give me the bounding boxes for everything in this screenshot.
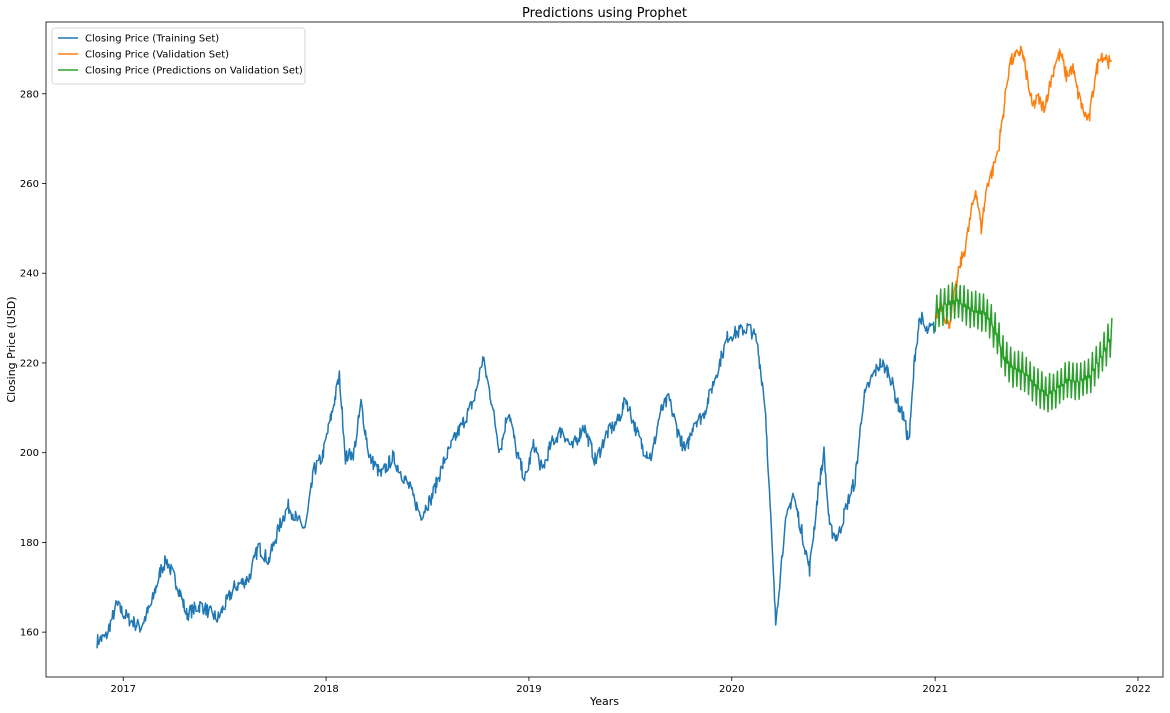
legend-entry: Closing Price (Predictions on Validation… bbox=[85, 66, 303, 77]
plot-area bbox=[45, 21, 1164, 678]
series-line-3 bbox=[934, 282, 1113, 413]
x-tick-label: 2020 bbox=[719, 684, 744, 695]
x-tick-label: 2017 bbox=[111, 684, 136, 695]
x-axis: 2017 2018 2019 2020 2021 2022 bbox=[111, 677, 1151, 695]
legend: Closing Price (Training Set) Closing Pric… bbox=[51, 27, 306, 85]
y-tick-label: 220 bbox=[20, 358, 39, 369]
series-line-2 bbox=[934, 45, 1113, 330]
y-tick-label: 200 bbox=[20, 448, 39, 459]
x-tick-label: 2022 bbox=[1125, 684, 1150, 695]
y-axis: 160 180 200 220 240 260 280 bbox=[20, 89, 46, 639]
x-tick-label: 2018 bbox=[313, 684, 338, 695]
y-tick-label: 260 bbox=[20, 179, 39, 190]
y-tick-label: 160 bbox=[20, 628, 39, 639]
y-axis-label: Closing Price (USD) bbox=[5, 296, 18, 402]
legend-entry: Closing Price (Validation Set) bbox=[85, 50, 229, 61]
x-tick-label: 2019 bbox=[516, 684, 541, 695]
y-tick-label: 240 bbox=[20, 269, 39, 280]
series-line-1 bbox=[96, 311, 936, 649]
series-layer bbox=[96, 45, 1113, 649]
x-axis-label: Years bbox=[589, 695, 619, 708]
x-tick-label: 2021 bbox=[922, 684, 947, 695]
y-tick-label: 180 bbox=[20, 538, 39, 549]
legend-box bbox=[51, 27, 306, 85]
legend-entry: Closing Price (Training Set) bbox=[85, 34, 219, 45]
chart-title: Predictions using Prophet bbox=[522, 6, 687, 21]
y-tick-label: 280 bbox=[20, 89, 39, 100]
